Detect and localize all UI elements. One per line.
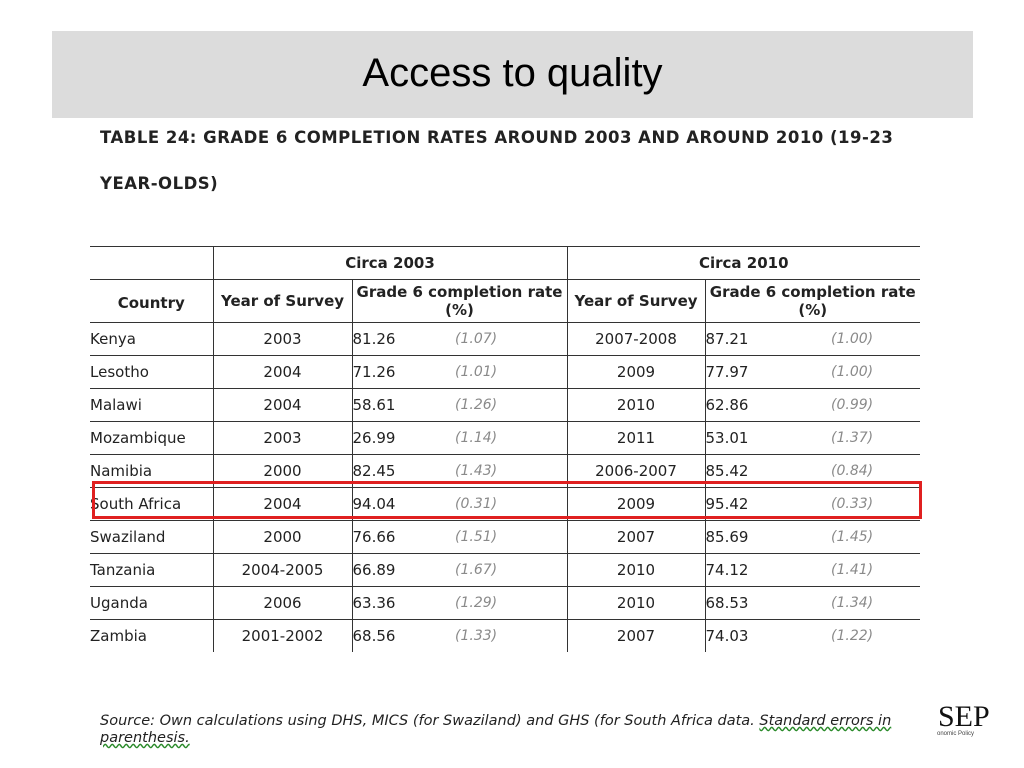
cell-se2010: (1.37) xyxy=(831,421,920,455)
table-row: Kenya 2003 81.26 (1.07) 2007-2008 87.21 (1.00) xyxy=(90,322,920,356)
completion-rates-table: Circa 2003 Circa 2010 Country Year of Su… xyxy=(90,246,920,652)
cell-rate2003: 66.89 xyxy=(351,553,455,587)
cell-year2010: 2010 xyxy=(566,553,705,587)
cell-rate2010: 77.97 xyxy=(704,355,831,389)
group-header-2010: Circa 2010 xyxy=(566,246,920,280)
cell-rate2003: 58.61 xyxy=(351,388,455,422)
cell-rate2010: 74.03 xyxy=(704,619,831,652)
cell-country: Tanzania xyxy=(90,553,213,587)
table-row: South Africa 2004 94.04 (0.31) 2009 95.42 (0.3… xyxy=(90,487,920,521)
cell-se2010: (1.22) xyxy=(831,619,920,652)
col-header-rate-2003: Grade 6 completion rate (%) xyxy=(351,279,567,323)
cell-rate2003: 94.04 xyxy=(351,487,455,521)
cell-rate2003: 68.56 xyxy=(351,619,455,652)
source-note: Source: Own calculations using DHS, MICS… xyxy=(100,713,910,747)
cell-se2003: (1.33) xyxy=(455,619,567,652)
cell-year2003: 2004 xyxy=(212,388,352,422)
cell-year2003: 2003 xyxy=(212,322,352,356)
cell-se2003: (1.01) xyxy=(455,355,567,389)
group-header-2003: Circa 2003 xyxy=(212,246,567,280)
source-text: Source: Own calculations using DHS, MICS… xyxy=(100,713,760,729)
highlight-box-mozambique xyxy=(92,481,922,519)
cell-year2003: 2000 xyxy=(212,520,352,554)
cell-year2010: 2009 xyxy=(566,355,705,389)
cell-se2010: (0.99) xyxy=(831,388,920,422)
cell-year2010: 2007-2008 xyxy=(566,322,705,356)
table-row: Zambia 2001-2002 68.56 (1.33) 2007 74.03 (1.22… xyxy=(90,619,920,652)
cell-country: Lesotho xyxy=(90,355,213,389)
title-band: Access to quality xyxy=(52,31,973,118)
cell-country: South Africa xyxy=(90,487,213,521)
cell-se2003: (1.67) xyxy=(455,553,567,587)
cell-country: Uganda xyxy=(90,586,213,620)
cell-rate2010: 68.53 xyxy=(704,586,831,620)
cell-se2010: (1.34) xyxy=(831,586,920,620)
col-header-year-2010: Year of Survey xyxy=(566,279,705,323)
cell-year2003: 2001-2002 xyxy=(212,619,352,652)
cell-rate2010: 53.01 xyxy=(704,421,831,455)
cell-se2003: (1.51) xyxy=(455,520,567,554)
cell-country: Mozambique xyxy=(90,421,213,455)
cell-se2010: (1.00) xyxy=(831,322,920,356)
cell-se2003: (1.29) xyxy=(455,586,567,620)
cell-se2003: (1.26) xyxy=(455,388,567,422)
cell-country: Malawi xyxy=(90,388,213,422)
cell-year2003: 2004 xyxy=(212,487,352,521)
cell-rate2003: 26.99 xyxy=(351,421,455,455)
col-header-country: Country xyxy=(90,279,213,323)
cell-year2010: 2007 xyxy=(566,520,705,554)
cell-rate2003: 76.66 xyxy=(351,520,455,554)
cell-se2010: (0.33) xyxy=(831,487,920,521)
cell-country: Swaziland xyxy=(90,520,213,554)
source-underlined-text: Standard errors in parenthesis. xyxy=(100,713,892,746)
cell-country: Zambia xyxy=(90,619,213,652)
cell-year2003: 2004-2005 xyxy=(212,553,352,587)
table-row: Tanzania 2004-2005 66.89 (1.67) 2010 74.12 (1.… xyxy=(90,553,920,587)
cell-year2010: 2011 xyxy=(566,421,705,455)
cell-rate2010: 85.69 xyxy=(704,520,831,554)
table-row: Uganda 2006 63.36 (1.29) 2010 68.53 (1.34) xyxy=(90,586,920,620)
col-header-rate-2010: Grade 6 completion rate (%) xyxy=(704,279,920,323)
cell-rate2003: 81.26 xyxy=(351,322,455,356)
cell-year2010: 2007 xyxy=(566,619,705,652)
table-row: Mozambique 2003 26.99 (1.14) 2011 53.01 (1.37) xyxy=(90,421,920,455)
cell-year2010: 2009 xyxy=(566,487,705,521)
cell-year2010: 2010 xyxy=(566,388,705,422)
cell-se2003: (0.31) xyxy=(455,487,567,521)
slide-title: Access to quality xyxy=(362,51,663,95)
cell-year2003: 2003 xyxy=(212,421,352,455)
table-row: Malawi 2004 58.61 (1.26) 2010 62.86 (0.99) xyxy=(90,388,920,422)
table-caption-line1: TABLE 24: GRADE 6 COMPLETION RATES AROUN… xyxy=(100,128,894,147)
cell-rate2010: 74.12 xyxy=(704,553,831,587)
cell-rate2010: 62.86 xyxy=(704,388,831,422)
cell-se2010: (1.00) xyxy=(831,355,920,389)
cell-rate2010: 95.42 xyxy=(704,487,831,521)
col-header-year-2003: Year of Survey xyxy=(212,279,352,323)
cell-rate2003: 71.26 xyxy=(351,355,455,389)
cell-se2003: (1.07) xyxy=(455,322,567,356)
cell-se2010: (1.45) xyxy=(831,520,920,554)
sep-logo: SEP xyxy=(938,700,990,733)
header-empty xyxy=(90,246,213,280)
cell-year2003: 2006 xyxy=(212,586,352,620)
table-caption-line2: YEAR-OLDS) xyxy=(100,174,219,193)
table-row: Swaziland 2000 76.66 (1.51) 2007 85.69 (1.45) xyxy=(90,520,920,554)
cell-country: Kenya xyxy=(90,322,213,356)
cell-year2003: 2004 xyxy=(212,355,352,389)
cell-se2010: (1.41) xyxy=(831,553,920,587)
sep-logo-subtext: onomic Policy xyxy=(937,731,975,737)
cell-rate2010: 87.21 xyxy=(704,322,831,356)
cell-rate2003: 63.36 xyxy=(351,586,455,620)
cell-year2010: 2010 xyxy=(566,586,705,620)
table-row: Lesotho 2004 71.26 (1.01) 2009 77.97 (1.00) xyxy=(90,355,920,389)
cell-se2003: (1.14) xyxy=(455,421,567,455)
